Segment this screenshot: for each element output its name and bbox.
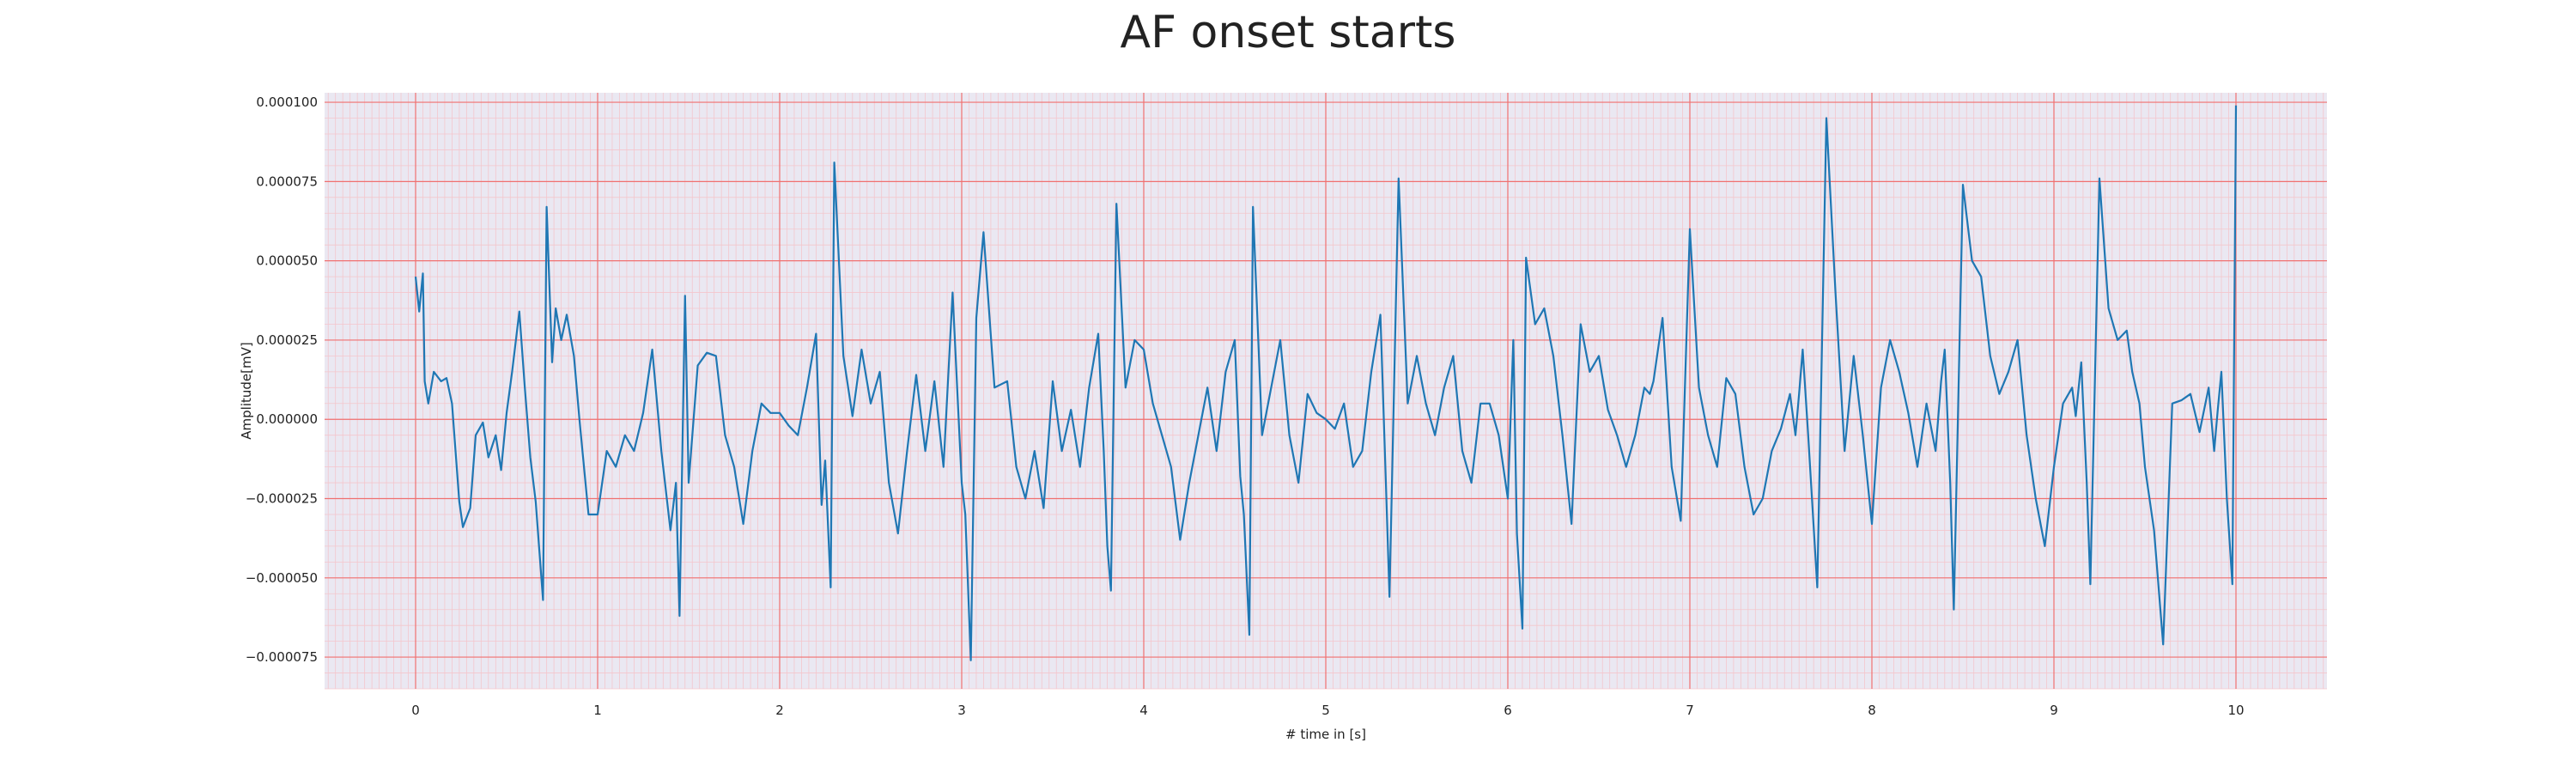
major-grid [325, 93, 2327, 689]
series-line-ecg [414, 105, 2238, 661]
x-tick-label: 4 [1139, 703, 1148, 718]
y-tick-label: −0.000025 [246, 491, 318, 507]
x-tick-label: 2 [775, 703, 784, 718]
x-tick-label: 8 [1868, 703, 1876, 718]
y-tick-label: 0.000000 [256, 411, 318, 427]
x-tick-label: 7 [1686, 703, 1694, 718]
y-tick-label: 0.000050 [256, 253, 318, 269]
x-tick-label: 6 [1504, 703, 1512, 718]
x-tick-label: 1 [593, 703, 602, 718]
x-axis-label: # time in [s] [1285, 727, 1366, 742]
x-tick-label: 9 [2050, 703, 2058, 718]
x-tick-label: 0 [411, 703, 420, 718]
y-axis-ticks: 0.000100 0.000075 0.000050 0.000025 0.000000… [246, 94, 318, 665]
y-tick-label: 0.000100 [256, 94, 318, 110]
x-axis-ticks: 0 1 2 3 4 5 6 7 8 9 10 [411, 703, 2244, 718]
y-tick-label: −0.000075 [246, 649, 318, 665]
x-tick-label: 10 [2227, 703, 2244, 718]
x-tick-label: 5 [1321, 703, 1330, 718]
y-tick-label: 0.000025 [256, 332, 318, 348]
y-tick-label: −0.000050 [246, 570, 318, 586]
chart-title: AF onset starts [1120, 7, 1456, 58]
x-tick-label: 3 [957, 703, 966, 718]
y-tick-label: 0.000075 [256, 173, 318, 189]
y-axis-label: Amplitude[mV] [239, 342, 254, 439]
